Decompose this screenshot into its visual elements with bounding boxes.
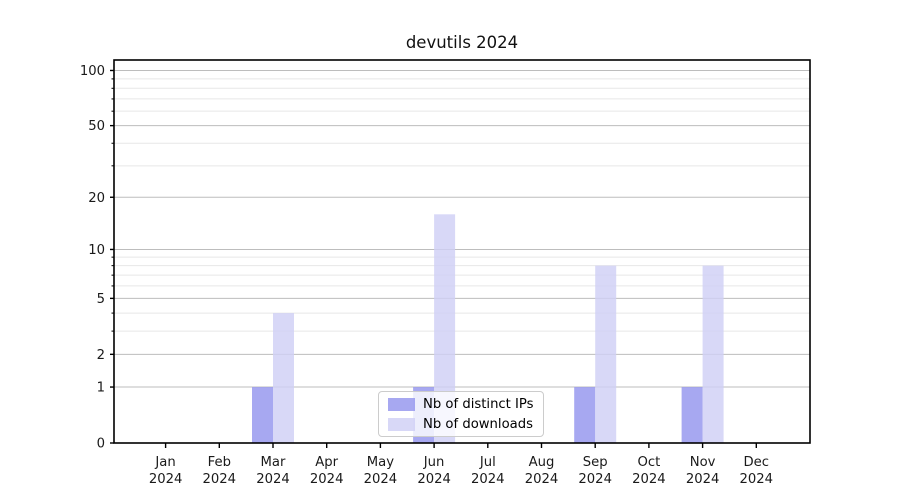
y-tick-label: 5: [97, 292, 105, 307]
y-tick-label: 50: [88, 119, 105, 134]
x-tick-label-year: 2024: [364, 472, 398, 487]
plot-border: [113, 59, 811, 444]
x-tick-label-month: Apr: [315, 455, 338, 470]
y-tick-label: 100: [80, 64, 105, 79]
bar-downloads-sep: [595, 265, 617, 443]
x-tick-label-year: 2024: [471, 472, 505, 487]
legend-swatch-downloads-icon: [388, 417, 415, 431]
x-tick-label-month: Jun: [423, 455, 445, 470]
x-tick-label-year: 2024: [203, 472, 237, 487]
x-tick-label-year: 2024: [149, 472, 183, 487]
x-tick-label-year: 2024: [632, 472, 666, 487]
y-tick-label: 20: [88, 191, 105, 206]
bar-distinct-ips-nov: [681, 387, 703, 443]
x-tick-label-month: Jan: [154, 455, 175, 470]
legend-item-distinct-ips: Nb of distinct IPs: [388, 397, 543, 412]
x-tick-label-year: 2024: [525, 472, 559, 487]
x-tick-label-month: Jul: [479, 455, 496, 470]
x-tick-label-year: 2024: [256, 472, 290, 487]
legend-label-distinct-ips: Nb of distinct IPs: [423, 396, 534, 412]
x-tick-label-month: Mar: [261, 455, 286, 470]
x-tick-label-month: Aug: [529, 455, 555, 470]
x-tick-label-month: May: [367, 455, 394, 470]
x-tick-label-month: Nov: [690, 455, 716, 470]
x-tick-label-month: Feb: [208, 455, 231, 470]
x-tick-label-year: 2024: [417, 472, 451, 487]
y-tick-label: 1: [97, 381, 105, 396]
y-tick-label: 10: [88, 243, 105, 258]
chart-title: devutils 2024: [405, 33, 519, 52]
x-tick-label-month: Dec: [744, 455, 770, 470]
y-tick-label: 2: [97, 348, 105, 363]
legend-label-downloads: Nb of downloads: [423, 416, 533, 432]
legend: Nb of distinct IPs Nb of downloads: [378, 391, 544, 437]
bar-downloads-nov: [702, 265, 724, 443]
x-tick-label-year: 2024: [740, 472, 774, 487]
bar-downloads-mar: [273, 313, 294, 443]
bar-downloads-jun: [434, 214, 456, 443]
legend-item-downloads: Nb of downloads: [388, 417, 543, 432]
x-tick-label-month: Sep: [583, 455, 608, 470]
x-tick-label-year: 2024: [686, 472, 720, 487]
legend-swatch-distinct-ips-icon: [388, 397, 415, 411]
bar-distinct-ips-sep: [574, 387, 596, 443]
bar-distinct-ips-mar: [252, 387, 273, 443]
x-tick-label-year: 2024: [310, 472, 344, 487]
x-tick-label-month: Oct: [637, 455, 660, 470]
y-tick-label: 0: [97, 437, 105, 452]
x-tick-label-year: 2024: [578, 472, 612, 487]
